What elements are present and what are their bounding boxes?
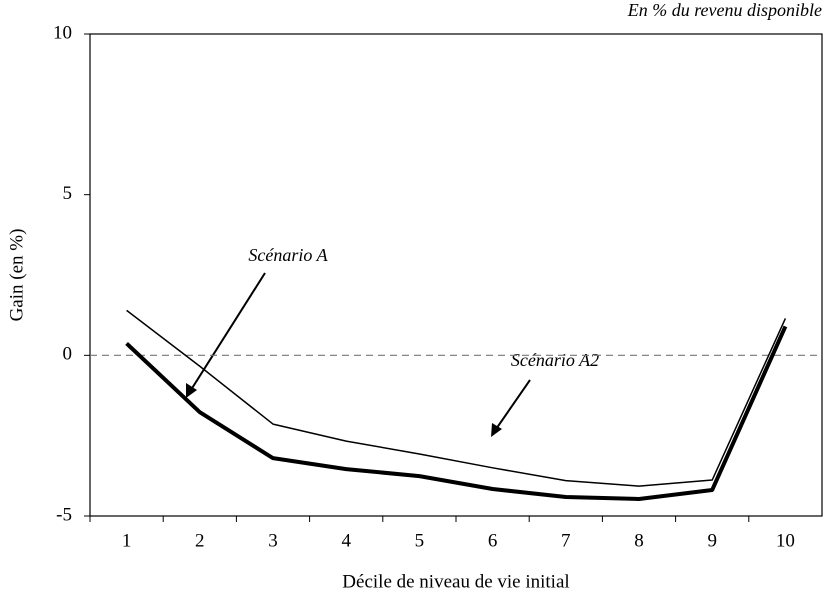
arrow bbox=[188, 272, 266, 394]
series-line bbox=[126, 309, 787, 487]
x-tick-label: 6 bbox=[488, 530, 498, 551]
x-tick-label: 8 bbox=[634, 530, 644, 551]
y-tick-label: 10 bbox=[53, 22, 72, 43]
x-tick-label: 5 bbox=[415, 530, 425, 551]
series-line bbox=[125, 325, 788, 501]
arrow bbox=[493, 379, 531, 433]
arrowhead bbox=[491, 423, 502, 437]
x-tick-label: 4 bbox=[341, 530, 351, 551]
arrowhead bbox=[186, 383, 197, 398]
chart-subtitle: En % du revenu disponible bbox=[627, 0, 822, 20]
y-tick-label: -5 bbox=[56, 504, 72, 525]
x-tick-label: 3 bbox=[268, 530, 278, 551]
x-tick-label: 9 bbox=[707, 530, 717, 551]
annotation: Scénario A2 bbox=[511, 350, 599, 370]
plot-frame bbox=[89, 33, 823, 517]
y-tick-label: 0 bbox=[63, 344, 73, 365]
x-tick-label: 1 bbox=[122, 530, 132, 551]
y-axis-label: Gain (en %) bbox=[6, 229, 27, 322]
annotation: Scénario A bbox=[248, 245, 328, 265]
y-tick-label: 5 bbox=[63, 183, 73, 204]
x-tick-label: 10 bbox=[776, 530, 795, 551]
x-tick-label: 2 bbox=[195, 530, 205, 551]
x-axis-label: Décile de niveau de vie initial bbox=[342, 571, 569, 592]
x-tick-label: 7 bbox=[561, 530, 571, 551]
